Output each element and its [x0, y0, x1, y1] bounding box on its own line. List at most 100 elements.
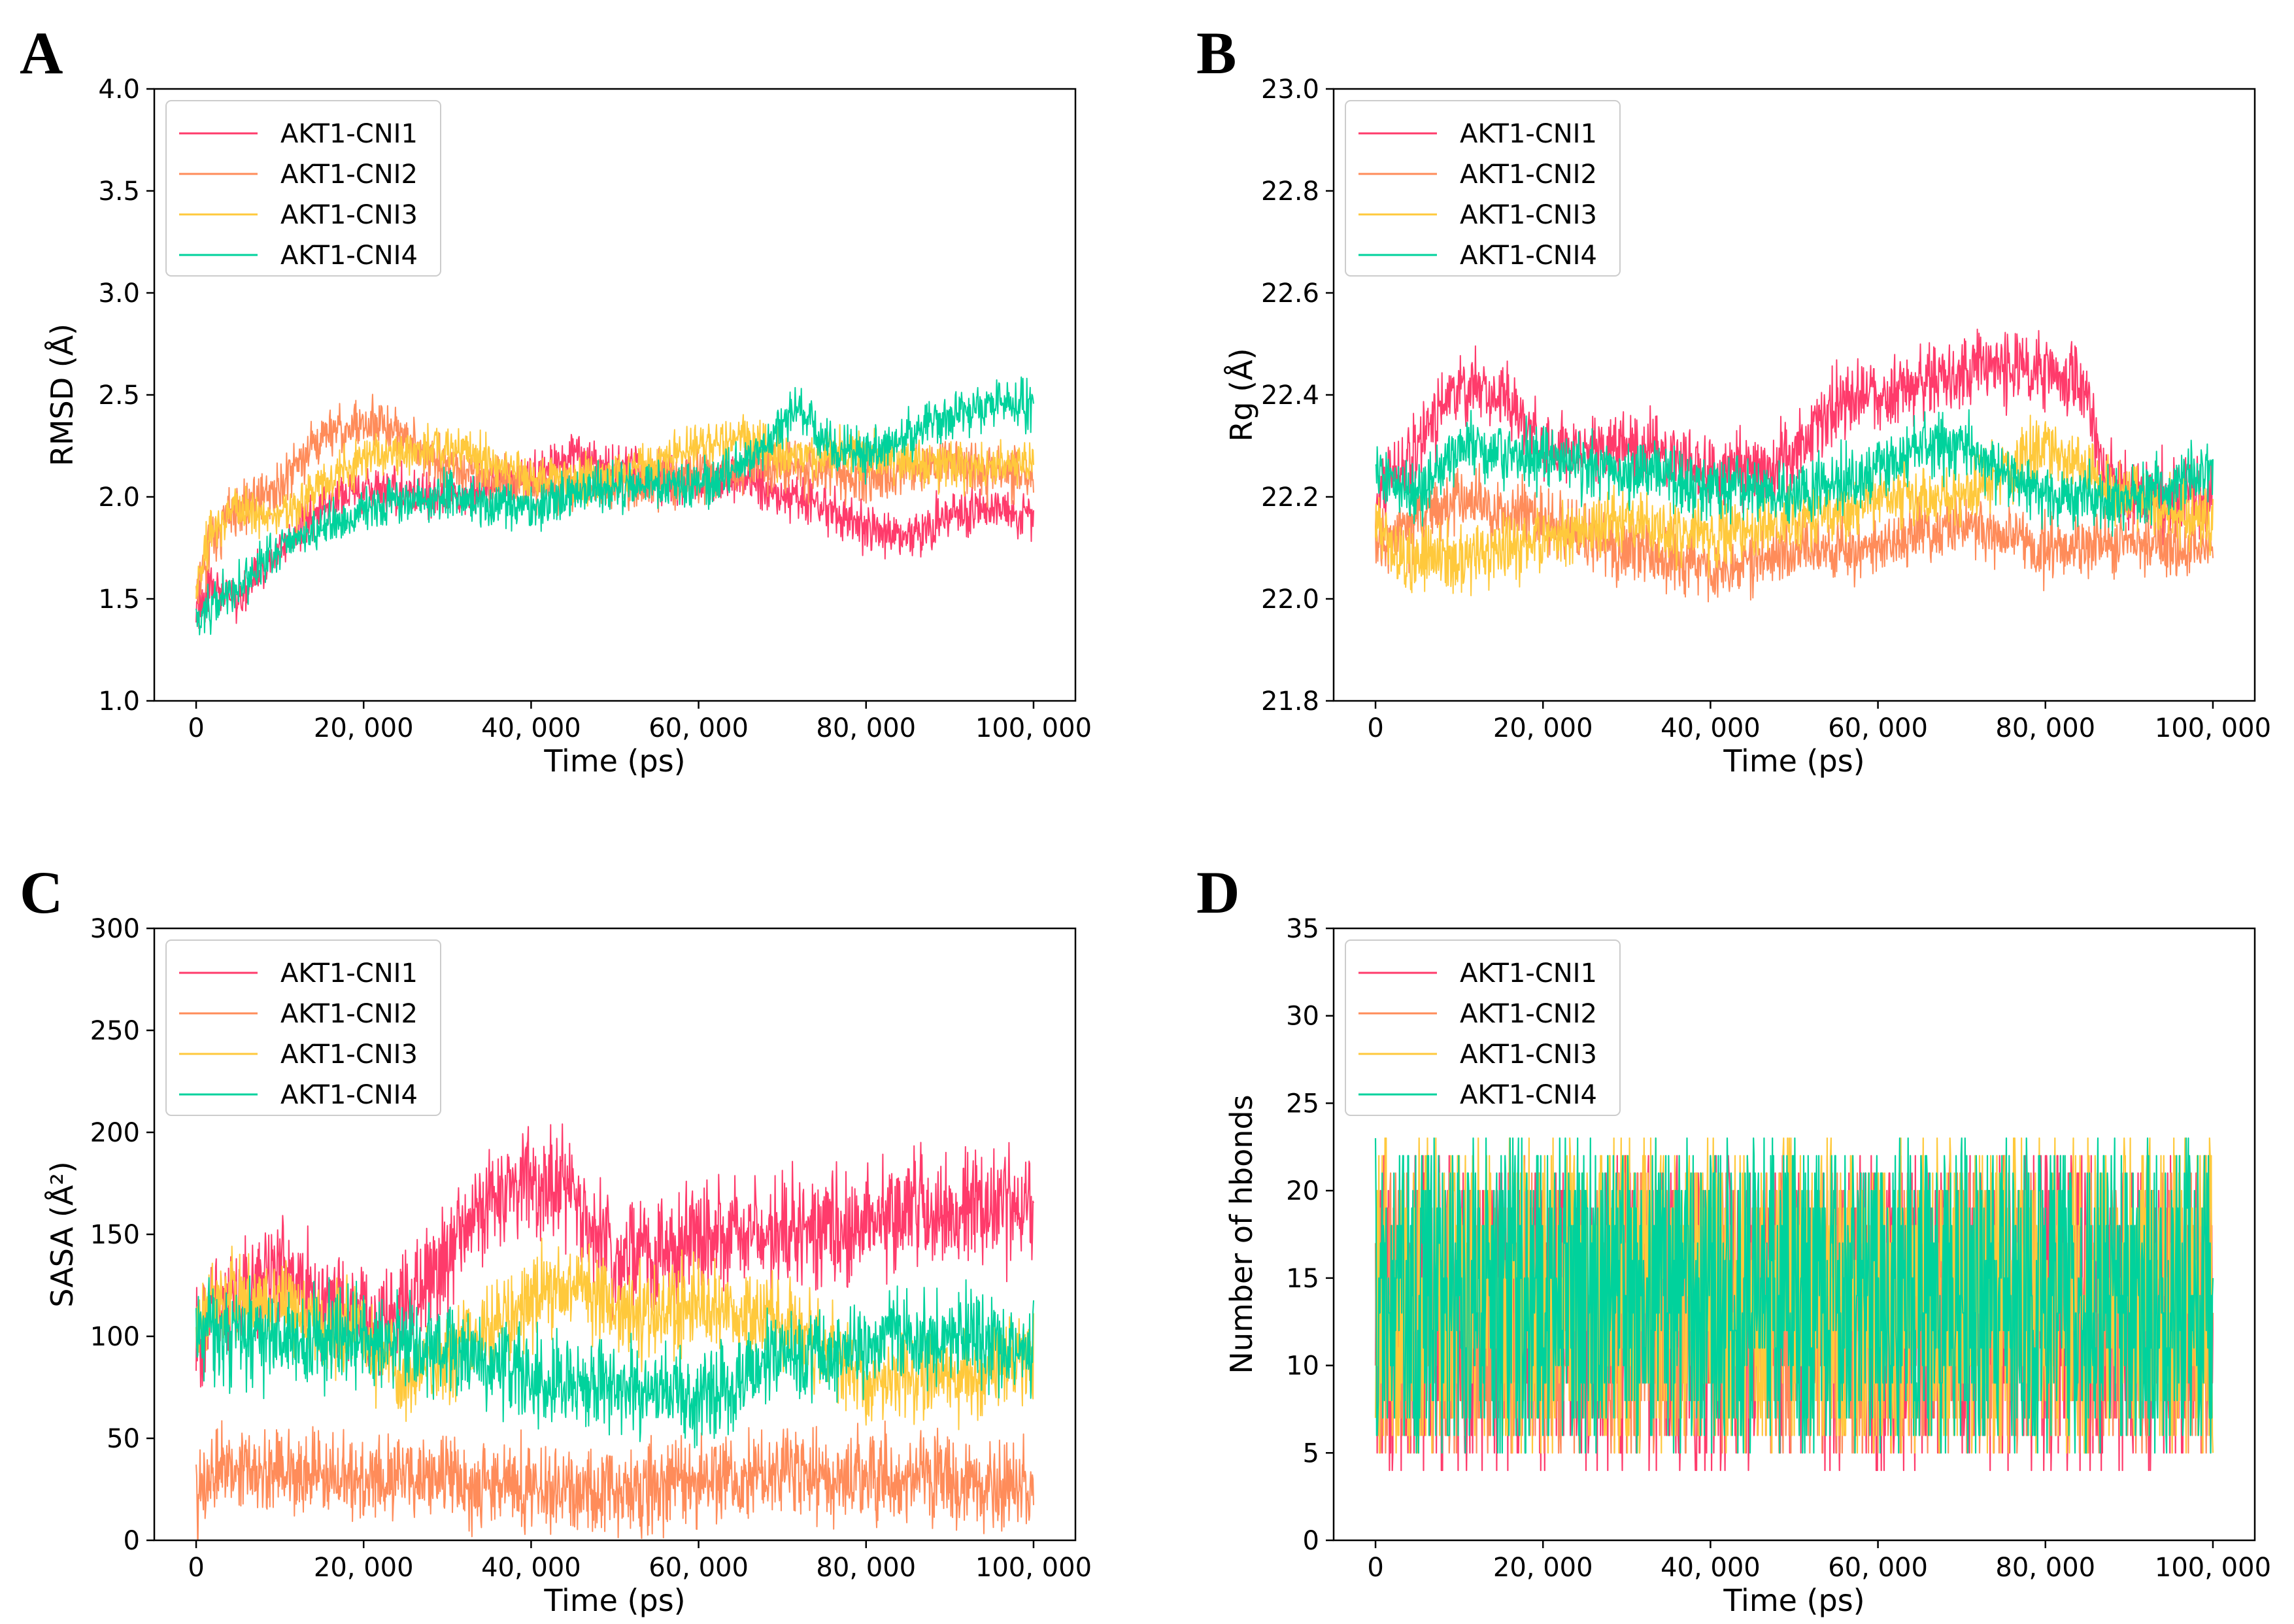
y-tick-label: 2.5 [98, 381, 140, 411]
x-tick-label: 40, 000 [481, 713, 581, 743]
series-line-akt1-cni4 [1375, 409, 2214, 537]
y-tick-label: 22.8 [1261, 177, 1319, 207]
series-line-akt1-cni3 [1374, 1137, 2214, 1454]
legend-entry-label: AKT1-CNI3 [280, 1040, 418, 1070]
legend: AKT1-CNI1 AKT1-CNI2 AKT1-CNI3 AKT1-CNI4 [165, 939, 441, 1116]
series-line-akt1-cni3 [195, 1237, 1034, 1430]
panel-c: C 0 20, 000 40, 000 60, 000 80, 000 100, 000 0 5… [20, 859, 1092, 1618]
legend-entry-label: AKT1-CNI3 [280, 200, 418, 230]
legend-entry-label: AKT1-CNI4 [1460, 1080, 1597, 1110]
x-tick-label: 80, 000 [1995, 1553, 2095, 1583]
panel-d: D 0 20, 000 40, 000 60, 000 80, 000 100, 000 0 5… [1196, 859, 2271, 1618]
x-axis-label: Time (ps) [543, 743, 685, 779]
x-tick-label: 0 [1367, 713, 1383, 743]
y-tick-label: 200 [90, 1118, 140, 1148]
y-tick-label: 15 [1286, 1264, 1319, 1294]
legend-entry-label: AKT1-CNI1 [280, 958, 418, 989]
legend-box [1345, 100, 1621, 277]
y-tick-label: 21.8 [1261, 686, 1319, 717]
y-tick-label: 150 [90, 1220, 140, 1250]
x-tick-label: 100, 000 [2155, 1553, 2271, 1583]
x-tick-label: 40, 000 [481, 1553, 581, 1583]
legend: AKT1-CNI1 AKT1-CNI2 AKT1-CNI3 AKT1-CNI4 [1345, 100, 1621, 277]
panel-a: A 0 20, 000 40, 000 60, 000 80, 000 100, 000 1.… [20, 20, 1092, 779]
y-tick-label: 22.2 [1261, 482, 1319, 513]
x-tick-label: 100, 000 [975, 1553, 1092, 1583]
y-tick-label: 5 [1303, 1438, 1319, 1468]
x-tick-label: 60, 000 [1828, 713, 1928, 743]
y-tick-label: 23.0 [1261, 75, 1319, 105]
legend-entry-label: AKT1-CNI1 [280, 119, 418, 149]
y-tick-label: 4.0 [98, 75, 140, 105]
legend-entry-label: AKT1-CNI2 [1460, 160, 1597, 190]
x-tick-label: 20, 000 [1493, 1553, 1593, 1583]
y-axis-label: Rg (Å) [1224, 348, 1259, 441]
x-tick-label: 80, 000 [816, 1553, 916, 1583]
y-tick-label: 22.6 [1261, 279, 1319, 309]
panel-letter: A [20, 20, 63, 86]
x-tick-label: 80, 000 [1995, 713, 2095, 743]
x-tick-label: 40, 000 [1661, 1553, 1761, 1583]
x-tick-label: 100, 000 [2155, 713, 2271, 743]
legend-box [1345, 939, 1621, 1116]
y-tick-label: 10 [1286, 1351, 1319, 1381]
x-axis-label: Time (ps) [1723, 743, 1864, 779]
x-tick-label: 0 [188, 713, 204, 743]
x-tick-label: 20, 000 [314, 1553, 414, 1583]
series-group [1375, 328, 2214, 603]
series-group [195, 1123, 1034, 1540]
panel-b: B 0 20, 000 40, 000 60, 000 80, 000 100, 000 21… [1196, 20, 2271, 779]
legend-entry-label: AKT1-CNI4 [1460, 241, 1597, 271]
y-tick-label: 1.5 [98, 584, 140, 615]
series-line-akt1-cni1 [1375, 328, 2214, 545]
y-tick-label: 100 [90, 1322, 140, 1352]
legend-entry-label: AKT1-CNI3 [1460, 200, 1597, 230]
legend-entry-label: AKT1-CNI4 [280, 1080, 418, 1110]
x-tick-label: 0 [1367, 1553, 1383, 1583]
y-tick-label: 250 [90, 1016, 140, 1046]
legend-box [165, 100, 441, 277]
legend: AKT1-CNI1 AKT1-CNI2 AKT1-CNI3 AKT1-CNI4 [165, 100, 441, 277]
legend-entry-label: AKT1-CNI1 [1460, 958, 1597, 989]
x-tick-label: 60, 000 [649, 1553, 749, 1583]
y-tick-label: 50 [107, 1424, 140, 1454]
y-tick-label: 300 [90, 914, 140, 944]
y-tick-label: 30 [1286, 1002, 1319, 1032]
panel-letter: C [20, 859, 63, 926]
series-group [195, 376, 1034, 635]
y-tick-label: 25 [1286, 1089, 1319, 1119]
y-tick-label: 20 [1286, 1176, 1319, 1206]
x-tick-label: 60, 000 [649, 713, 749, 743]
y-tick-label: 35 [1286, 914, 1319, 944]
y-axis-label: SASA (Å²) [44, 1161, 80, 1307]
panel-letter: D [1196, 859, 1240, 926]
x-tick-label: 0 [188, 1553, 204, 1583]
y-tick-label: 0 [1303, 1526, 1319, 1556]
series-line-akt1-cni4 [195, 1275, 1034, 1449]
y-tick-label: 3.5 [98, 177, 140, 207]
legend-box [165, 939, 441, 1116]
panel-letter: B [1196, 20, 1236, 86]
series-line-akt1-cni3 [195, 414, 1034, 600]
legend-entry-label: AKT1-CNI3 [1460, 1040, 1597, 1070]
y-axis-label: RMSD (Å) [44, 324, 80, 466]
legend-entry-label: AKT1-CNI2 [280, 160, 418, 190]
series-line-akt1-cni4 [1374, 1137, 2214, 1454]
x-tick-label: 20, 000 [314, 713, 414, 743]
y-tick-label: 22.0 [1261, 584, 1319, 615]
x-tick-label: 80, 000 [816, 713, 916, 743]
series-line-akt1-cni2 [1375, 463, 2214, 603]
legend-entry-label: AKT1-CNI4 [280, 241, 418, 271]
series-line-akt1-cni4 [195, 376, 1034, 635]
legend: AKT1-CNI1 AKT1-CNI2 AKT1-CNI3 AKT1-CNI4 [1345, 939, 1621, 1116]
series-line-akt1-cni2 [195, 1420, 1034, 1540]
x-tick-label: 20, 000 [1493, 713, 1593, 743]
x-axis-label: Time (ps) [1723, 1583, 1864, 1618]
y-tick-label: 0 [124, 1526, 140, 1556]
y-tick-label: 2.0 [98, 482, 140, 513]
x-tick-label: 40, 000 [1661, 713, 1761, 743]
y-tick-label: 1.0 [98, 686, 140, 717]
legend-entry-label: AKT1-CNI2 [1460, 999, 1597, 1029]
x-tick-label: 60, 000 [1828, 1553, 1928, 1583]
